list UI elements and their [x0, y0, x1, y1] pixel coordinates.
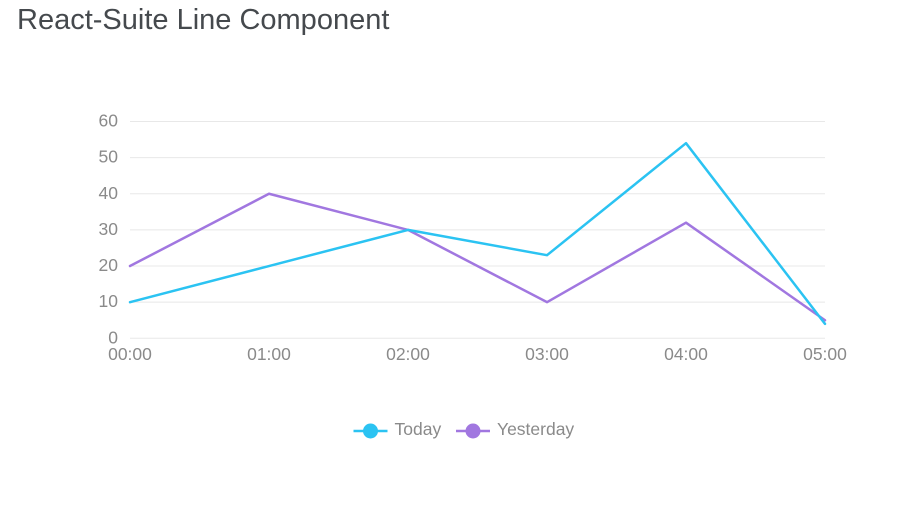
svg-text:Today: Today [395, 419, 442, 439]
svg-text:00:00: 00:00 [108, 344, 152, 364]
svg-text:03:00: 03:00 [525, 344, 569, 364]
svg-text:50: 50 [99, 147, 119, 167]
svg-text:20: 20 [99, 255, 119, 275]
svg-text:01:00: 01:00 [247, 344, 291, 364]
svg-text:30: 30 [99, 219, 119, 239]
svg-text:40: 40 [99, 183, 119, 203]
svg-text:04:00: 04:00 [664, 344, 708, 364]
svg-text:02:00: 02:00 [386, 344, 430, 364]
svg-text:10: 10 [99, 291, 119, 311]
svg-text:60: 60 [99, 111, 119, 131]
svg-text:05:00: 05:00 [803, 344, 847, 364]
svg-text:Yesterday: Yesterday [497, 419, 574, 439]
